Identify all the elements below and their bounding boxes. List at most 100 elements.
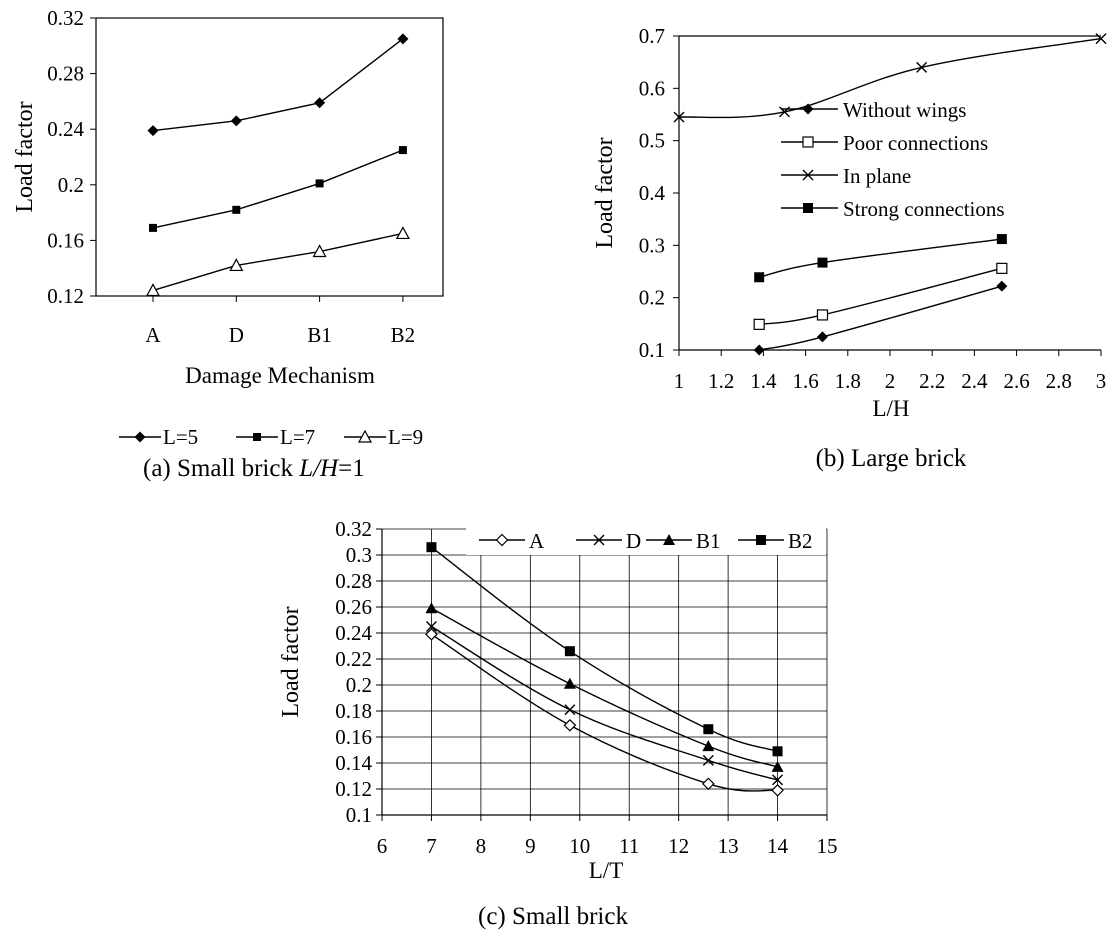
x-tick-label: 15	[817, 834, 838, 858]
data-point	[754, 272, 765, 283]
plot-area	[95, 17, 444, 297]
x-tick-label: 9	[525, 834, 536, 858]
y-tick-label: 0.2	[639, 286, 665, 310]
data-point	[314, 97, 326, 109]
data-point	[753, 318, 765, 330]
legend-marker	[593, 534, 605, 546]
series-a	[425, 627, 784, 797]
y-tick-label: 0.3	[639, 233, 665, 257]
y-tick-label: 0.5	[639, 129, 665, 153]
y-tick-label: 0.28	[47, 62, 84, 86]
series-l-5	[147, 33, 409, 137]
x-tick-label: 2	[885, 369, 896, 393]
legend-label: In plane	[843, 164, 911, 188]
series-line	[152, 232, 404, 292]
x-tick-label: 1.4	[750, 369, 777, 393]
legend-item-without-wings: Without wings	[781, 98, 966, 122]
data-point	[701, 777, 715, 791]
y-tick-label: 0.1	[639, 338, 665, 362]
x-axis-title: L/T	[589, 858, 624, 883]
x-tick-label: 1	[674, 369, 685, 393]
data-point	[425, 621, 437, 632]
data-point	[147, 125, 159, 137]
data-point	[753, 344, 765, 356]
series-strong-connections	[754, 234, 1007, 283]
legend-label: L=9	[388, 425, 423, 449]
y-tick-label: 0.16	[335, 725, 372, 749]
legend-item-l-5: L=5	[119, 425, 198, 449]
series-line	[431, 607, 778, 768]
legend-marker	[803, 203, 813, 213]
data-point	[996, 234, 1007, 245]
y-tick-label: 0.28	[335, 569, 372, 593]
series-line	[431, 633, 778, 792]
chart-b-large-brick: 0.1 0.2 0.3 0.4 0.5 0.6 0.7 1 1.2 1.4 1.6 1.8 2 2.2 2.…	[592, 24, 1107, 472]
series-b1	[425, 602, 784, 772]
y-tick-label: 0.16	[47, 228, 84, 252]
legend-background	[466, 527, 826, 555]
data-point	[816, 309, 829, 321]
y-axis-title: Load factor	[12, 101, 38, 212]
x-tick-label: 3	[1096, 369, 1107, 393]
legend-marker	[802, 136, 814, 148]
legend-item-strong-connections: Strong connections	[781, 197, 1005, 221]
legend-item-l-7: L=7	[236, 425, 315, 449]
legend-label: D	[626, 529, 641, 553]
data-point	[772, 774, 784, 786]
legend-marker	[495, 533, 509, 547]
legend-item-poor-connections: Poor connections	[781, 131, 988, 155]
legend-label: B2	[788, 529, 813, 553]
series-line	[759, 285, 1003, 351]
x-tick-label: 1.6	[792, 369, 818, 393]
y-tick-label: 0.32	[335, 517, 372, 541]
legend-marker	[357, 429, 373, 443]
series-l-9	[145, 226, 410, 297]
legend-marker	[253, 433, 261, 441]
data-point	[315, 179, 324, 188]
legend-marker	[802, 103, 814, 115]
y-tick-label: 0.2	[58, 173, 84, 197]
legend-label: B1	[696, 529, 721, 553]
data-point	[996, 280, 1008, 292]
series-d	[425, 621, 784, 786]
data-point	[1095, 33, 1107, 45]
legend-item-b1: B1	[646, 529, 721, 553]
legend-item-d: D	[576, 529, 641, 553]
data-point	[772, 746, 783, 757]
data-point	[703, 724, 714, 735]
legend-label: L=5	[163, 425, 198, 449]
x-tick-label: 6	[377, 834, 388, 858]
y-tick-label: 0.12	[335, 777, 372, 801]
data-point	[996, 262, 1008, 274]
legend-label: Strong connections	[843, 197, 1005, 221]
data-point	[232, 205, 241, 214]
y-tick-label: 0.22	[335, 647, 372, 671]
caption-suffix: =1	[338, 455, 365, 482]
caption: (a) Small brick L/H=1	[143, 455, 365, 482]
y-tick-label: 0.7	[639, 24, 665, 48]
x-tick-label: 8	[476, 834, 487, 858]
grid	[381, 528, 828, 816]
data-point	[563, 718, 577, 732]
data-point	[816, 331, 828, 343]
data-point	[771, 783, 784, 797]
legend-item-a: A	[479, 529, 545, 553]
data-point	[395, 226, 410, 240]
x-tick-label: 11	[619, 834, 639, 858]
y-tick-label: 0.6	[639, 76, 665, 100]
data-point	[230, 115, 242, 127]
y-tick-label: 0.12	[47, 284, 84, 308]
chart-c-small-brick: 0.10.120.140.160.180.20.220.240.260.280.…	[278, 517, 838, 930]
data-point	[397, 33, 409, 45]
y-tick-label: 0.24	[335, 621, 372, 645]
data-point	[702, 754, 714, 766]
data-point	[563, 677, 576, 689]
series-line	[759, 238, 1002, 278]
data-point	[425, 627, 438, 641]
x-tick-label: B2	[391, 323, 416, 347]
legend-marker	[134, 431, 146, 443]
data-point	[398, 146, 407, 155]
x-tick-label: 1.2	[708, 369, 734, 393]
legend-marker	[663, 534, 675, 545]
